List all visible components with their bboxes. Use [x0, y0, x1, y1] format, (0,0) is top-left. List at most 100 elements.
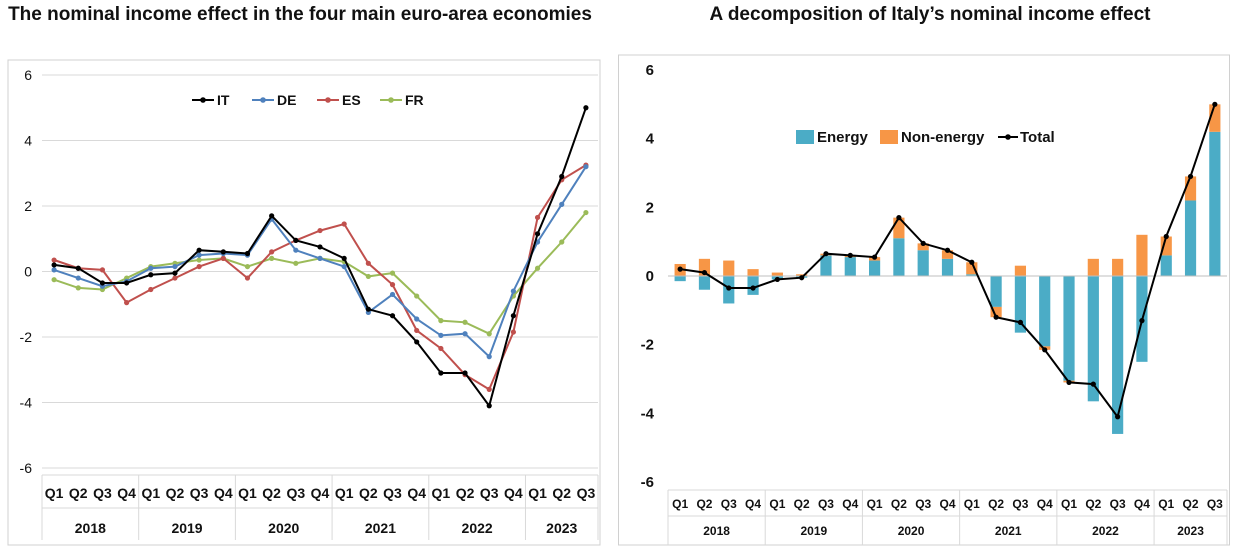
legend-marker-es	[325, 97, 331, 103]
legend-swatch-non-energy	[880, 130, 898, 144]
data-point-fr	[534, 265, 541, 271]
data-point-de	[75, 275, 81, 281]
x-tick-label: Q1	[964, 497, 980, 511]
data-point-total	[847, 252, 853, 258]
legend-label-fr: FR	[405, 92, 424, 108]
data-point-total	[701, 269, 708, 276]
data-point-fr	[51, 277, 57, 283]
x-tick-label: Q3	[286, 485, 305, 501]
y-tick-label: 4	[646, 131, 655, 148]
left-chart-title: The nominal income effect in the four ma…	[8, 4, 592, 25]
year-label: 2019	[800, 524, 827, 538]
bar-non-energy	[917, 243, 929, 251]
x-tick-label: Q2	[359, 485, 378, 501]
x-tick-label: Q3	[577, 485, 596, 501]
bar-energy	[698, 276, 711, 290]
data-point-total	[969, 259, 975, 265]
bar-energy	[844, 257, 856, 276]
data-point-fr	[269, 255, 275, 261]
data-point-it	[99, 280, 106, 286]
y-tick-label: 6	[646, 62, 654, 79]
data-point-de	[148, 265, 154, 271]
x-tick-label: Q4	[117, 485, 136, 501]
data-point-es	[341, 221, 347, 227]
x-tick-label: Q4	[1134, 497, 1150, 511]
data-point-es	[269, 249, 275, 255]
bar-non-energy	[698, 258, 711, 276]
data-point-de	[414, 316, 420, 322]
data-point-de	[317, 255, 323, 261]
legend-swatch-energy	[796, 130, 814, 144]
data-point-total	[726, 285, 732, 291]
x-tick-label: Q3	[721, 497, 737, 511]
data-point-total	[1187, 173, 1194, 180]
data-point-fr	[196, 257, 202, 263]
right-chart: 6 4 2 0 -2 -4 -6 Q1 Q2 Q3 Q4 Q1 Q2 Q3 Q4 Q1 Q2 Q3 Q4 Q1 Q2 Q3…	[618, 54, 1230, 546]
data-point-es	[510, 329, 516, 335]
x-tick-label: Q2	[1085, 497, 1101, 511]
bar-non-energy	[893, 217, 905, 239]
bar-energy	[893, 238, 905, 276]
x-tick-label: Q3	[383, 485, 402, 501]
data-point-es	[365, 260, 371, 266]
data-point-total	[1139, 318, 1145, 324]
bar-energy	[674, 276, 686, 282]
data-point-it	[486, 403, 492, 409]
data-point-de	[293, 247, 299, 253]
data-point-total	[750, 285, 756, 291]
y-tick-label: -4	[20, 395, 33, 411]
data-point-total	[1066, 379, 1072, 386]
data-point-total	[774, 276, 780, 283]
data-point-it	[220, 249, 226, 255]
data-point-es	[124, 300, 130, 306]
x-tick-label: Q2	[696, 497, 712, 511]
x-tick-label: Q2	[794, 497, 810, 511]
bar-energy	[1160, 255, 1172, 276]
bar-energy	[1063, 276, 1075, 381]
x-tick-label: Q3	[190, 485, 209, 501]
year-label: 2019	[171, 520, 202, 536]
data-point-fr	[365, 273, 371, 280]
data-point-it	[293, 237, 299, 243]
x-tick-label: Q3	[818, 497, 834, 511]
data-point-de	[559, 201, 565, 207]
data-point-fr	[486, 331, 492, 337]
x-tick-label: Q2	[262, 485, 281, 501]
y-tick-label: -6	[641, 474, 654, 491]
x-tick-label: Q3	[915, 497, 931, 511]
data-point-it	[148, 272, 154, 278]
data-point-it	[462, 370, 468, 376]
data-point-de	[341, 263, 347, 270]
data-point-fr	[559, 239, 565, 245]
bar-non-energy	[1087, 258, 1099, 276]
data-point-de	[51, 267, 57, 273]
bar-energy	[820, 255, 832, 276]
data-point-es	[244, 275, 251, 281]
x-tick-label: Q1	[432, 485, 451, 501]
data-point-de	[438, 332, 444, 338]
legend-label-de: DE	[277, 92, 296, 108]
year-label: 2022	[462, 520, 493, 536]
x-tick-label: Q1	[1061, 497, 1077, 511]
x-tick-label: Q4	[745, 497, 761, 511]
data-point-de	[462, 331, 468, 337]
y-tick-label: -2	[641, 337, 654, 354]
x-tick-label: Q2	[891, 497, 907, 511]
year-label: 2020	[898, 524, 925, 538]
data-point-total	[920, 240, 926, 246]
bar-energy	[1184, 200, 1197, 276]
data-point-de	[510, 288, 516, 294]
data-point-de	[172, 263, 178, 270]
data-point-es	[99, 267, 106, 273]
bar-energy	[941, 258, 954, 276]
year-label: 2018	[703, 524, 730, 538]
data-point-total	[1163, 233, 1169, 240]
x-tick-label: Q3	[1110, 497, 1126, 511]
legend-label-it: IT	[217, 92, 230, 108]
data-point-fr	[583, 209, 589, 216]
bar-non-energy	[1184, 176, 1197, 201]
data-point-fr	[389, 270, 396, 276]
year-label: 2021	[365, 520, 396, 536]
data-point-total	[896, 215, 902, 221]
data-point-it	[583, 105, 589, 111]
